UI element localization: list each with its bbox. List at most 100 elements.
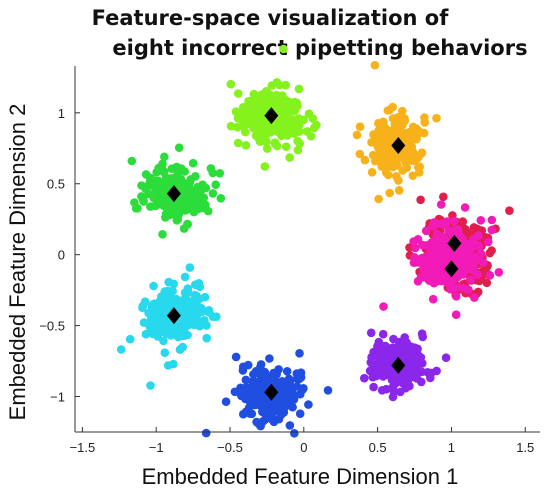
data-point bbox=[370, 60, 380, 70]
data-point bbox=[389, 387, 399, 397]
data-point bbox=[418, 260, 428, 270]
data-point bbox=[241, 383, 251, 393]
data-point bbox=[277, 377, 287, 386]
data-point bbox=[179, 224, 189, 233]
data-point bbox=[208, 189, 218, 198]
data-point bbox=[233, 138, 243, 148]
data-point bbox=[420, 118, 430, 127]
data-point bbox=[374, 358, 383, 368]
data-point bbox=[295, 349, 304, 358]
centroid-diamond-5 bbox=[444, 260, 459, 278]
data-point bbox=[290, 429, 299, 438]
data-point bbox=[360, 155, 370, 165]
data-point bbox=[458, 217, 468, 226]
data-point bbox=[376, 340, 385, 350]
data-point bbox=[169, 359, 178, 369]
data-point bbox=[252, 130, 261, 139]
data-point bbox=[452, 292, 461, 301]
data-point bbox=[323, 386, 333, 395]
x-tick-label: −1.5 bbox=[70, 440, 96, 455]
data-point bbox=[183, 320, 193, 330]
data-point bbox=[295, 139, 305, 148]
data-point bbox=[268, 415, 277, 424]
data-point bbox=[409, 237, 418, 246]
data-point bbox=[241, 375, 251, 385]
data-point bbox=[393, 346, 403, 356]
data-point bbox=[179, 201, 189, 211]
data-point bbox=[149, 281, 158, 291]
data-point bbox=[456, 232, 465, 241]
data-point bbox=[182, 179, 192, 188]
data-point bbox=[168, 205, 177, 215]
data-point bbox=[459, 284, 469, 293]
centroid-diamond-1 bbox=[264, 107, 279, 125]
data-point bbox=[191, 280, 200, 290]
data-point bbox=[154, 178, 164, 187]
data-point bbox=[116, 345, 126, 354]
data-point bbox=[366, 328, 376, 338]
chart-title-line-1: Feature-space visualization of bbox=[91, 6, 449, 30]
x-axis-label: Embedded Feature Dimension 1 bbox=[142, 464, 459, 489]
data-point bbox=[238, 362, 248, 372]
data-point bbox=[267, 81, 277, 90]
data-point bbox=[431, 233, 441, 243]
data-point bbox=[432, 366, 441, 376]
data-point bbox=[196, 317, 205, 327]
y-tick-label: 0.5 bbox=[47, 177, 65, 192]
data-point bbox=[449, 217, 459, 226]
data-point bbox=[408, 171, 418, 180]
data-point bbox=[388, 114, 398, 123]
data-point bbox=[439, 192, 448, 202]
data-point bbox=[469, 256, 479, 266]
data-point bbox=[360, 373, 369, 383]
data-point bbox=[153, 310, 162, 320]
data-point bbox=[249, 89, 259, 99]
data-point bbox=[158, 230, 167, 239]
data-point bbox=[256, 360, 266, 369]
data-point bbox=[255, 102, 264, 111]
data-point bbox=[433, 252, 442, 262]
data-point bbox=[378, 329, 388, 339]
data-point bbox=[200, 292, 210, 302]
data-point bbox=[244, 97, 253, 106]
data-point bbox=[487, 225, 497, 235]
data-point bbox=[282, 367, 292, 376]
data-point bbox=[416, 195, 425, 205]
data-point bbox=[256, 112, 266, 121]
data-point bbox=[159, 168, 169, 177]
cluster-7 bbox=[360, 328, 451, 402]
axes: −1.5 −1 −0.5 0 0.5 1 1.5 1 0.5 0 −0.5 −1 bbox=[39, 66, 540, 455]
data-point bbox=[211, 180, 220, 189]
centroid-markers bbox=[166, 107, 462, 401]
data-point bbox=[417, 329, 427, 339]
data-point bbox=[473, 241, 483, 250]
data-point bbox=[398, 132, 408, 141]
data-point bbox=[137, 192, 146, 201]
data-point bbox=[160, 152, 169, 162]
data-point bbox=[165, 294, 174, 303]
data-point bbox=[167, 174, 177, 183]
data-point bbox=[421, 226, 431, 236]
data-point bbox=[212, 312, 221, 322]
data-point bbox=[292, 382, 302, 391]
data-point bbox=[231, 352, 241, 362]
y-tick-label: −0.5 bbox=[39, 319, 65, 334]
data-point bbox=[309, 123, 319, 133]
data-point bbox=[466, 228, 476, 237]
data-point bbox=[201, 428, 211, 438]
data-point bbox=[285, 153, 295, 162]
data-point bbox=[400, 338, 410, 348]
data-point bbox=[263, 96, 273, 105]
data-point bbox=[308, 114, 318, 123]
data-point bbox=[485, 271, 495, 280]
x-tick-label: −1 bbox=[149, 440, 164, 455]
data-point bbox=[139, 318, 149, 327]
data-point bbox=[138, 303, 147, 313]
data-point bbox=[299, 115, 309, 125]
data-point bbox=[396, 387, 405, 397]
data-point bbox=[384, 348, 394, 358]
data-point bbox=[185, 263, 195, 272]
chart-title-line-2: eight incorrect pipetting behaviors bbox=[112, 36, 528, 60]
cluster-6 bbox=[116, 263, 221, 390]
